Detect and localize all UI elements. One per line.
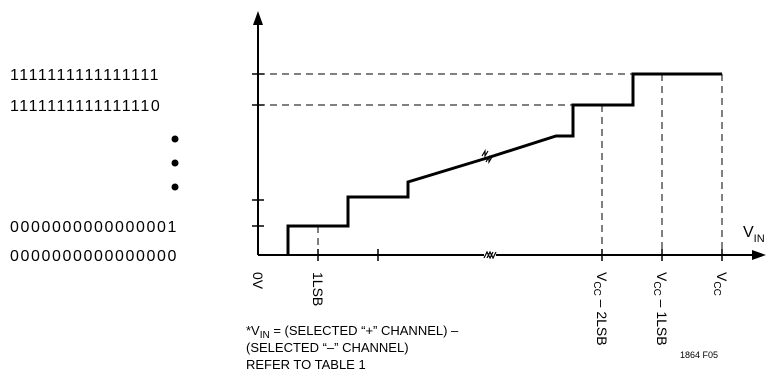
x-axis-arrowhead: [752, 250, 766, 260]
code-one: 0000000000000001: [10, 219, 178, 236]
figure-id: 1864 F05: [680, 350, 718, 360]
vertical-ellipsis: [171, 135, 179, 191]
tick-label-vcc-2lsb: VCC – 2LSB: [591, 272, 610, 346]
y-axis-arrowhead: [253, 11, 263, 25]
transfer-curve: [286, 72, 722, 255]
x-axis-label: VIN: [743, 224, 765, 245]
tick-label-1lsb: 1LSB: [310, 272, 326, 306]
code-all-ones-minus-one: 1111111111111110: [10, 98, 161, 115]
footnote-line-2: (SELECTED “–” CHANNEL): [246, 340, 409, 355]
curve-break-mark: [481, 148, 493, 165]
tick-label-vcc-1lsb: VCC – 1LSB: [651, 272, 670, 346]
code-all-ones: 1111111111111111: [10, 67, 160, 84]
dashed-guides: [258, 73, 723, 255]
tick-label-vcc: VCC: [711, 272, 730, 296]
code-zero: 0000000000000000: [10, 248, 178, 265]
tick-label-0v: 0V: [250, 272, 266, 290]
footnote-line-3: REFER TO TABLE 1: [246, 357, 366, 372]
footnote-line-1: *VIN = (SELECTED “+” CHANNEL) –: [246, 323, 459, 341]
axis-break-mark: [483, 250, 497, 260]
